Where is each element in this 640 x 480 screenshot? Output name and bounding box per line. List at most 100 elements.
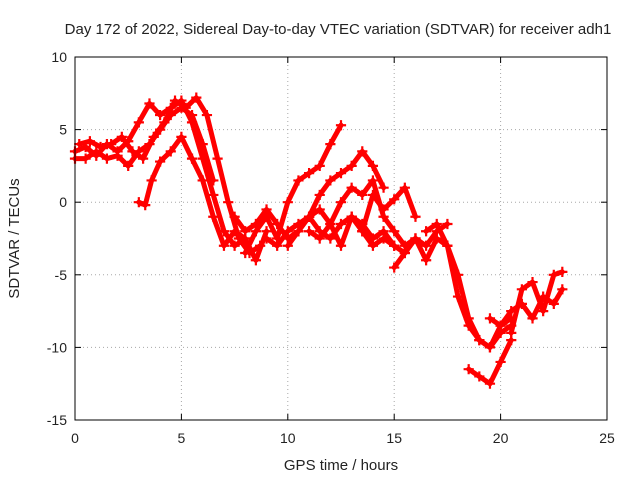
data-point — [538, 306, 549, 317]
data-point — [410, 233, 421, 244]
data-point — [346, 160, 357, 171]
series-layer — [69, 92, 568, 389]
data-point — [112, 150, 123, 161]
data-point — [127, 146, 138, 157]
data-point — [421, 240, 432, 251]
data-point — [399, 247, 410, 259]
data-point — [169, 95, 181, 106]
data-point — [229, 240, 240, 251]
data-point — [116, 131, 127, 142]
data-point — [389, 226, 400, 237]
data-point — [484, 313, 496, 324]
data-point — [484, 378, 496, 389]
data-point — [495, 320, 506, 331]
data-point — [367, 160, 379, 171]
data-point — [101, 153, 113, 164]
data-point — [95, 141, 106, 153]
data-point — [240, 247, 251, 259]
data-point — [389, 262, 400, 273]
data-point — [293, 226, 304, 237]
data-point — [474, 371, 485, 382]
data-point — [282, 240, 293, 251]
data-point — [223, 197, 234, 208]
y-tick-label: -5 — [55, 267, 68, 283]
series-satellite-track-8 — [282, 175, 421, 251]
data-point — [389, 194, 400, 205]
data-point — [325, 139, 336, 150]
series-satellite-track-14 — [484, 284, 568, 331]
data-point — [463, 313, 474, 324]
data-point — [229, 211, 240, 222]
data-point — [229, 226, 240, 237]
data-point — [165, 146, 176, 157]
data-point — [250, 255, 261, 266]
data-point — [335, 197, 347, 208]
data-point — [335, 168, 347, 179]
data-point — [218, 240, 230, 251]
data-point — [357, 146, 368, 157]
data-point — [250, 226, 261, 237]
data-point — [431, 218, 442, 230]
data-point — [431, 233, 442, 244]
series-track — [72, 105, 216, 183]
data-point — [399, 182, 410, 193]
data-point — [197, 139, 208, 150]
data-point — [314, 233, 325, 244]
data-point — [74, 139, 85, 150]
series-track — [487, 286, 565, 329]
data-point — [106, 139, 117, 150]
data-point — [325, 233, 336, 244]
series-satellite-track-12 — [421, 218, 517, 353]
data-point — [557, 284, 568, 295]
data-point — [155, 109, 166, 121]
data-point — [452, 269, 464, 280]
data-point — [240, 226, 251, 237]
y-tick-label: 10 — [51, 49, 67, 65]
data-point — [123, 160, 134, 171]
x-tick-label: 25 — [599, 430, 615, 446]
data-point — [516, 284, 527, 295]
plot-frame — [74, 56, 608, 421]
series-track — [349, 214, 450, 256]
data-point — [133, 197, 144, 208]
data-point — [314, 160, 325, 171]
data-point — [474, 335, 485, 346]
series-satellite-track-15 — [506, 266, 568, 338]
data-point — [208, 189, 219, 201]
data-point — [357, 218, 368, 230]
data-point — [378, 226, 389, 237]
data-point — [80, 153, 91, 164]
data-point — [463, 364, 474, 375]
data-point — [506, 327, 517, 338]
axis-ticks: 0 5 10 15 20 25 -15 -10 -5 0 5 10 — [47, 49, 615, 446]
data-point — [410, 211, 421, 222]
data-point — [261, 211, 272, 222]
x-tick-label: 0 — [71, 430, 79, 446]
data-point — [548, 298, 559, 309]
chart-title: Day 172 of 2022, Sidereal Day-to-day VTE… — [65, 21, 612, 38]
data-point — [527, 276, 538, 288]
series-track — [264, 148, 387, 249]
y-tick-label: 5 — [59, 122, 67, 138]
data-point — [335, 218, 347, 230]
x-axis-label: GPS time / hours — [284, 457, 398, 474]
data-point — [346, 182, 357, 193]
data-point — [282, 226, 293, 237]
series-satellite-track-6 — [240, 120, 347, 259]
data-point — [144, 98, 155, 109]
data-point — [133, 117, 144, 128]
y-tick-label: 0 — [59, 194, 67, 210]
series-satellite-track-13 — [463, 335, 517, 389]
data-point — [367, 175, 379, 186]
data-point — [208, 175, 219, 186]
data-point — [293, 175, 304, 186]
data-point — [442, 218, 453, 230]
data-point — [176, 131, 187, 142]
data-point — [506, 306, 517, 317]
data-point — [212, 153, 223, 164]
x-tick-label: 10 — [280, 430, 296, 446]
data-point — [527, 313, 538, 324]
x-tick-label: 20 — [493, 430, 509, 446]
y-axis-label: SDTVAR / TECUs — [6, 178, 23, 298]
